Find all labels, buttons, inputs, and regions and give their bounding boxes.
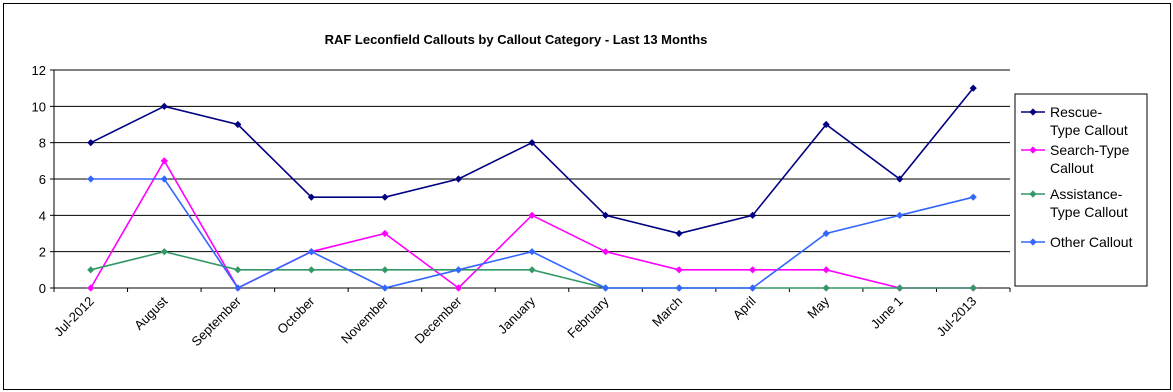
data-point [307, 266, 315, 274]
data-point [822, 284, 830, 292]
data-point [969, 284, 977, 292]
grid-layer [54, 69, 1010, 253]
x-tick-label: Jul-2013 [933, 294, 979, 340]
x-tick-label: November [338, 293, 391, 346]
legend-label: Rescue-Type Callout [1050, 104, 1128, 138]
legend: Rescue-Type Callout Search-Type Callout Ass… [1014, 93, 1148, 287]
x-tick-label: October [274, 293, 318, 337]
y-tick-label: 12 [32, 63, 46, 78]
legend-swatch-marker [1029, 238, 1037, 246]
data-point [822, 229, 830, 238]
x-tick-label: September [188, 293, 244, 349]
y-tick-label: 2 [39, 245, 46, 260]
data-point [528, 139, 536, 147]
data-point [381, 193, 389, 201]
data-point [675, 266, 683, 274]
data-point [749, 266, 757, 274]
x-tick-label: February [564, 293, 612, 341]
data-point [160, 248, 168, 256]
data-point [454, 175, 463, 183]
x-tick-label: August [131, 293, 170, 332]
x-tick-label: January [495, 293, 539, 337]
data-point [896, 284, 904, 292]
legend-entry: Rescue-Type Callout [1021, 104, 1128, 138]
data-point [234, 266, 242, 274]
data-point [454, 284, 463, 292]
series-layer [87, 84, 977, 292]
data-point [969, 193, 977, 201]
data-point [528, 266, 536, 274]
x-tick-label: Jul-2012 [51, 294, 97, 340]
series-3 [87, 175, 977, 292]
legend-swatch-marker [1029, 146, 1037, 154]
series-line [90, 87, 974, 235]
data-point [87, 284, 95, 292]
data-point [381, 266, 389, 274]
x-tick-label: March [649, 294, 685, 330]
data-point [160, 175, 168, 183]
data-point [822, 266, 830, 274]
data-point [160, 102, 168, 110]
x-tick-label: May [804, 293, 832, 321]
legend-swatch-marker [1029, 108, 1037, 116]
data-point [160, 157, 168, 165]
data-point [234, 120, 242, 129]
data-point [528, 248, 536, 256]
data-point [87, 175, 95, 183]
legend-label: Assistance-Type Callout [1050, 186, 1128, 220]
chart-title: RAF Leconfield Callouts by Callout Categ… [325, 32, 708, 47]
legend-label: Search-Type Callout [1050, 142, 1130, 176]
data-point [307, 248, 315, 256]
data-point [601, 248, 610, 256]
data-point [307, 193, 315, 201]
data-point [528, 211, 536, 219]
data-point [675, 229, 683, 238]
x-tick-label: April [730, 293, 759, 322]
x-tick-label: December [412, 293, 465, 346]
data-point [454, 266, 463, 274]
data-point [381, 284, 389, 292]
data-point [749, 284, 757, 292]
data-point [969, 84, 977, 92]
legend-entry: Assistance-Type Callout [1021, 186, 1128, 220]
data-point [896, 175, 904, 183]
data-point [87, 139, 95, 147]
y-tick-label: 8 [39, 136, 46, 151]
legend-box [1014, 93, 1148, 287]
legend-label: Other Callout [1050, 234, 1133, 250]
y-tick-label: 6 [39, 172, 46, 187]
data-point [896, 211, 904, 219]
legend-swatch-marker [1029, 190, 1037, 198]
data-point [601, 284, 610, 292]
data-point [675, 284, 683, 292]
y-tick-label: 4 [39, 208, 46, 223]
x-tick-label: June 1 [868, 294, 906, 332]
legend-entry: Search-Type Callout [1021, 142, 1130, 176]
series-0 [87, 84, 977, 238]
data-point [749, 211, 757, 219]
legend-entry: Other Callout [1021, 234, 1133, 250]
data-point [234, 284, 242, 292]
data-point [822, 120, 830, 129]
data-point [87, 266, 95, 274]
y-tick-label: 0 [39, 281, 46, 296]
y-tick-label: 10 [32, 99, 46, 114]
data-point [381, 229, 389, 238]
data-point [601, 211, 610, 219]
